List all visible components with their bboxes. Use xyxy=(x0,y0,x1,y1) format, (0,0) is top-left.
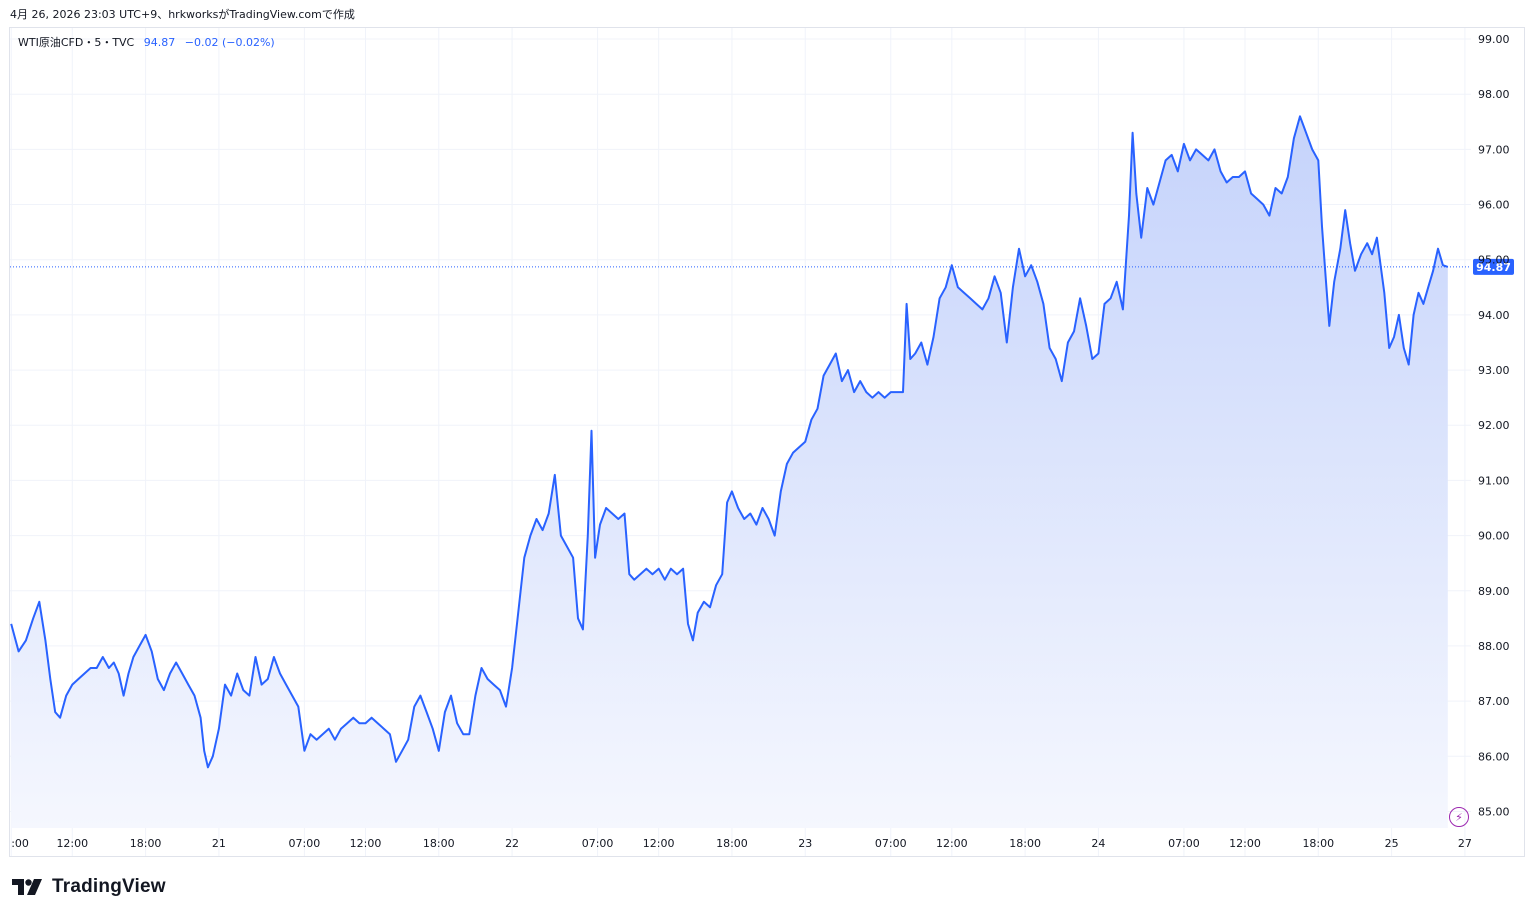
y-tick-label: 87.00 xyxy=(1478,695,1510,708)
last-price-marker: 94.87 xyxy=(10,258,1514,275)
price-series-line xyxy=(10,115,1449,769)
y-tick-label: 89.00 xyxy=(1478,585,1510,598)
y-tick-label: 88.00 xyxy=(1478,640,1510,653)
y-tick-label: 97.00 xyxy=(1478,143,1510,156)
x-tick-label: 24 xyxy=(1091,837,1105,850)
x-tick-label: 18:00 xyxy=(1302,837,1334,850)
y-tick-label: 94.00 xyxy=(1478,309,1510,322)
last-price-tag-label: 94.87 xyxy=(1476,261,1511,274)
area-fill xyxy=(11,116,1448,829)
x-tick-label: 12:00 xyxy=(1229,837,1261,850)
x-tick-label: 25 xyxy=(1385,837,1399,850)
y-tick-label: 96.00 xyxy=(1478,199,1510,212)
x-tick-label: 27 xyxy=(1458,837,1472,850)
x-tick-label: 18:00 xyxy=(130,837,162,850)
x-tick-label: 12:00 xyxy=(936,837,968,850)
x-tick-label: 12:00 xyxy=(56,837,88,850)
y-tick-label: 85.00 xyxy=(1478,805,1510,818)
price-area xyxy=(11,116,1448,829)
x-tick-label: 23 xyxy=(798,837,812,850)
y-tick-label: 86.00 xyxy=(1478,750,1510,763)
x-tick-label: 21 xyxy=(212,837,226,850)
y-tick-label: 90.00 xyxy=(1478,530,1510,543)
last-price-value: 94.87 xyxy=(143,36,176,49)
symbol-title: WTI原油CFD・5・TVC xyxy=(18,36,135,49)
last-price-tag xyxy=(1473,258,1514,275)
symbol-legend[interactable]: WTI原油CFD・5・TVC 94.87 −0.02 (−0.02%) xyxy=(18,34,275,50)
time-axis: :00 12:00 18:00 21 07:00 12:00 18:00 22 07:00 12:… xyxy=(11,837,1472,850)
y-tick-label: 92.00 xyxy=(1478,419,1510,432)
price-change-value: −0.02 (−0.02%) xyxy=(184,36,275,49)
x-tick-label: 18:00 xyxy=(716,837,748,850)
chart-snapshot-caption: 4月 26, 2026 23:03 UTC+9、hrkworksがTrading… xyxy=(10,8,355,21)
x-tick-label: 07:00 xyxy=(1168,837,1200,850)
tradingview-wordmark: TradingView xyxy=(52,876,166,897)
y-tick-label: 99.00 xyxy=(1478,33,1510,46)
x-tick-label: 18:00 xyxy=(423,837,455,850)
x-tick-label: 12:00 xyxy=(643,837,675,850)
tradingview-logo[interactable]: TradingView xyxy=(12,876,166,898)
x-tick-label: 12:00 xyxy=(350,837,382,850)
x-tick-label: 07:00 xyxy=(875,837,907,850)
x-tick-label: 22 xyxy=(505,837,519,850)
x-tick-label: 18:00 xyxy=(1009,837,1041,850)
x-tick-label: :00 xyxy=(11,837,29,850)
x-tick-label: 07:00 xyxy=(582,837,614,850)
lightning-icon[interactable]: ⚡ xyxy=(1449,807,1469,827)
y-tick-label: 93.00 xyxy=(1478,364,1510,377)
price-axis: 85.00 86.00 87.00 88.00 89.00 90.00 91.00 92.00… xyxy=(1478,33,1510,818)
chart-pane[interactable] xyxy=(9,27,1525,857)
y-tick-label: 91.00 xyxy=(1478,474,1510,487)
y-tick-label: 95.00 xyxy=(1478,254,1510,267)
tradingview-logo-icon xyxy=(12,879,42,895)
x-tick-label: 07:00 xyxy=(289,837,321,850)
price-line xyxy=(10,115,1449,769)
y-tick-label: 98.00 xyxy=(1478,88,1510,101)
